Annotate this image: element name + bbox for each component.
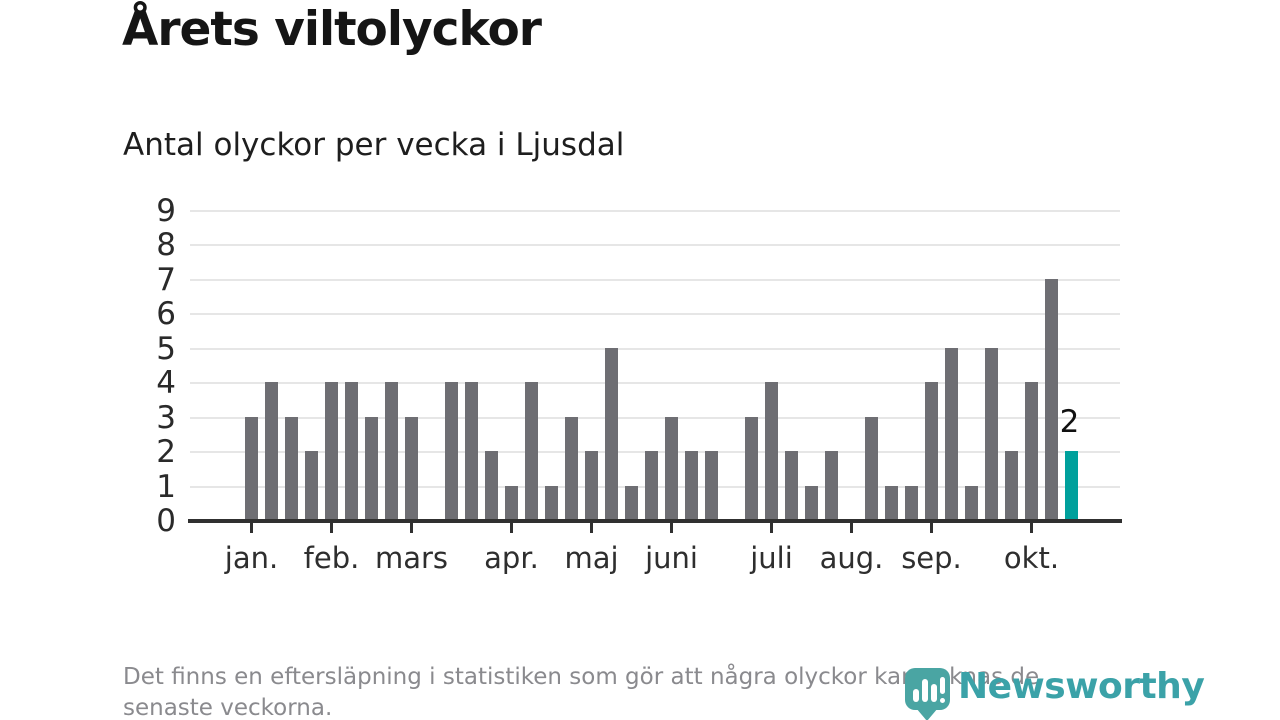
bar-week: [625, 485, 638, 520]
bar-week: [285, 416, 298, 520]
x-tick-label-month: jan.: [224, 541, 279, 575]
footnote-line-2: senaste veckorna.: [123, 695, 333, 720]
bar-week: [965, 485, 978, 520]
page-title: Årets viltolyckor: [122, 2, 542, 57]
x-axis-tick: [670, 523, 673, 533]
chart-subtitle: Antal olyckor per vecka i Ljusdal: [123, 127, 625, 163]
bar-week: [1005, 451, 1018, 520]
x-axis-tick: [1030, 523, 1033, 533]
bar-week: [405, 416, 418, 520]
bar-week: [365, 416, 378, 520]
bar-week: [905, 485, 918, 520]
gridline: [190, 313, 1120, 316]
bar-week: [745, 416, 758, 520]
newsworthy-wordmark: Newsworthy: [958, 666, 1205, 707]
logo-pin-icon: [905, 668, 950, 710]
bar-week: [1025, 382, 1038, 520]
bar-week: [605, 347, 618, 520]
x-axis-tick: [510, 523, 513, 533]
x-axis-tick: [930, 523, 933, 533]
gridline: [190, 210, 1120, 212]
bar-week: [565, 416, 578, 520]
bar-week: [245, 416, 258, 520]
bar-week: [465, 382, 478, 520]
logo-barchart-icon: [913, 689, 919, 702]
bar-week: [1045, 278, 1058, 520]
y-tick-label: 0: [156, 503, 176, 539]
x-tick-label-month: maj: [564, 541, 619, 575]
x-tick-label-month: mars: [374, 541, 449, 575]
y-tick-label: 5: [156, 330, 176, 367]
y-tick-label: 7: [156, 261, 176, 298]
bar-week: [865, 416, 878, 520]
x-axis-tick: [330, 523, 333, 533]
x-tick-label-month: apr.: [484, 541, 539, 575]
bar-week: [685, 451, 698, 520]
x-axis-tick: [590, 523, 593, 533]
y-tick-label: 2: [156, 434, 176, 471]
y-tick-label: 1: [156, 468, 176, 505]
bar-week: [665, 416, 678, 520]
bar-week: [985, 347, 998, 520]
bar-week: [345, 382, 358, 520]
footnote: Det finns en eftersläpning i statistiken…: [123, 662, 1039, 720]
highlight-value-label: 2: [1059, 404, 1080, 441]
bar-week: [705, 451, 718, 520]
gridline: [190, 244, 1120, 247]
x-tick-label-month: feb.: [303, 541, 360, 575]
bar-week: [945, 347, 958, 520]
bar-week: [805, 485, 818, 520]
y-tick-label: 6: [156, 296, 176, 333]
bar-week: [545, 485, 558, 520]
x-tick-label-month: juli: [750, 541, 793, 575]
y-tick-label: 8: [156, 227, 176, 264]
bar-week: [485, 451, 498, 520]
x-axis-tick: [770, 523, 773, 533]
gridline: [190, 278, 1120, 281]
bar-week: [525, 382, 538, 520]
y-tick-label: 3: [156, 399, 176, 436]
bar-week: [445, 382, 458, 520]
y-tick-label: 9: [156, 193, 176, 229]
bar-week: [645, 451, 658, 520]
logo-exclamation-icon: [940, 677, 945, 694]
x-axis-line: [188, 519, 1122, 523]
bar-week: [885, 485, 898, 520]
x-axis-tick: [250, 523, 253, 533]
bar-week: [385, 382, 398, 520]
newsworthy-logo: Newsworthy: [905, 666, 1205, 720]
footnote-line-1: Det finns en eftersläpning i statistiken…: [123, 664, 1040, 690]
bar-week: [505, 485, 518, 520]
x-tick-label-month: juni: [645, 541, 698, 575]
x-tick-label-month: aug.: [819, 541, 884, 575]
bar-week-highlight: [1065, 451, 1078, 520]
bar-week: [825, 451, 838, 520]
logo-pin-tail: [916, 708, 938, 720]
bar-week: [765, 382, 778, 520]
gridline: [190, 382, 1120, 385]
x-tick-label-month: okt.: [1003, 541, 1060, 575]
bar-week: [325, 382, 338, 520]
bar-week: [305, 451, 318, 520]
gridline: [190, 416, 1120, 419]
x-tick-label-month: sep.: [901, 541, 962, 575]
x-axis-tick: [850, 523, 853, 533]
bar-week: [785, 451, 798, 520]
y-tick-label: 4: [156, 365, 176, 402]
x-axis-tick: [410, 523, 413, 533]
bar-week: [265, 382, 278, 520]
bar-week: [585, 451, 598, 520]
bar-week: [925, 382, 938, 520]
gridline: [190, 347, 1120, 350]
